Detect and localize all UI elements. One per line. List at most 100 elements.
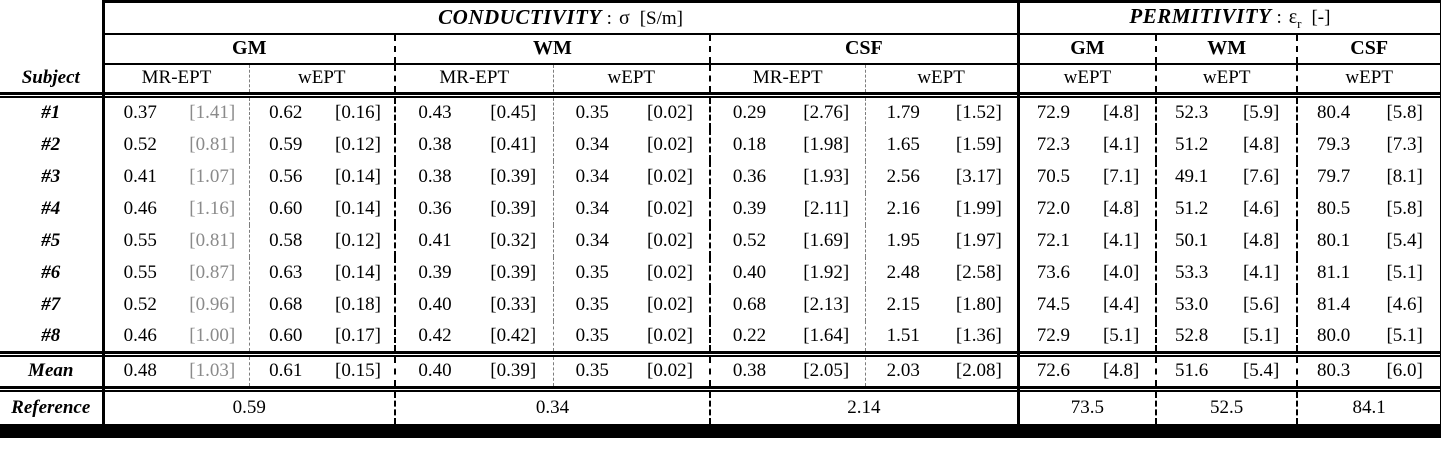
rule-subject-segment: [0, 92, 105, 98]
value-cell: 0.22: [709, 320, 788, 353]
std-cell: [0.16]: [335, 102, 381, 123]
std-cell: [5.8]: [1369, 96, 1441, 129]
value-cell: 2.15: [864, 288, 941, 321]
value-cell: 0.46: [123, 197, 157, 219]
value-cell: 1.79: [864, 96, 941, 129]
value-cell: 0.40: [394, 288, 474, 321]
value-cell: 2.56: [864, 160, 941, 193]
value-cell: 74.5: [1016, 288, 1088, 321]
value-cell: 0.35: [552, 320, 631, 353]
row-label: #6: [0, 256, 105, 289]
reference-wm-perm: 52.5: [1155, 390, 1298, 424]
reference-wm-cond: 0.34: [394, 390, 710, 424]
value-cell: 0.58: [248, 224, 322, 257]
value-cell: 72.1: [1016, 224, 1088, 257]
std-cell: [0.39]: [490, 261, 537, 283]
std-cell: [0.02]: [647, 261, 693, 283]
std-cell: [1.98]: [803, 133, 850, 155]
conductivity-title-cell: CONDUCTIVITY: σ [S/m]: [103, 0, 1019, 35]
std-cell: [4.4]: [1102, 293, 1140, 315]
value-cell: 0.43: [394, 96, 474, 129]
row-label: #8: [0, 320, 105, 353]
value-cell: 80.0: [1296, 320, 1370, 353]
value-cell: 0.36: [709, 160, 788, 193]
conductivity-separator: :: [606, 8, 612, 30]
std-cell: [0.12]: [335, 133, 381, 155]
std-cell: [4.8]: [1102, 102, 1140, 123]
std-cell: [0.02]: [647, 324, 693, 346]
rule-conductivity-segment: [103, 351, 1019, 357]
value-cell: 0.38: [394, 128, 474, 161]
std-cell: [4.8]: [1242, 133, 1280, 155]
value-cell: 0.52: [123, 293, 157, 315]
value-cell: 80.5: [1296, 192, 1370, 225]
std-cell: [1.64]: [803, 324, 850, 346]
value-cell: 0.39: [394, 256, 474, 289]
value-cell: 80.4: [1296, 96, 1370, 129]
value-cell: 0.34: [552, 224, 631, 257]
row-label: #7: [0, 288, 105, 321]
std-cell: [4.6]: [1369, 288, 1441, 321]
method-header-mrept: MR-EPT: [394, 63, 553, 94]
value-cell: 79.3: [1296, 128, 1370, 161]
method-header-wept: wEPT: [864, 63, 1019, 94]
table-header: CONDUCTIVITY: σ [S/m] PERMITIVITY: εr [-] GM…: [0, 0, 1441, 94]
rule-conductivity-segment: [103, 92, 1019, 98]
std-cell: [0.02]: [647, 102, 693, 123]
value-cell: 80.1: [1296, 224, 1370, 257]
value-cell: 53.3: [1155, 256, 1227, 289]
std-cell: [0.39]: [490, 197, 537, 219]
value-cell: 70.5: [1016, 160, 1088, 193]
std-cell: [2.08]: [955, 360, 1002, 382]
std-cell: [1.52]: [955, 102, 1002, 123]
table-row-subject-3: #3 0.41 [1.07] 0.56 [0.14] 0.38 [0.39] 0.34 [0.0…: [0, 160, 1441, 193]
std-cell: [0.81]: [189, 229, 236, 251]
std-cell: [0.14]: [335, 165, 381, 187]
std-cell: [2.58]: [955, 261, 1002, 283]
group-header-wm-cond: WM: [394, 33, 710, 65]
rule-permittivity-segment: [1016, 351, 1441, 357]
value-cell: 0.35: [552, 96, 631, 129]
value-cell: 0.37: [123, 102, 157, 123]
rule-conductivity-segment: [103, 386, 1019, 392]
section-title-row: CONDUCTIVITY: σ [S/m] PERMITIVITY: εr [-]: [0, 0, 1441, 35]
value-cell: 0.52: [123, 133, 157, 155]
table-row-subject-6: #6 0.55 [0.87] 0.63 [0.14] 0.39 [0.39] 0.35 [0.0…: [0, 256, 1441, 289]
value-cell: 1.51: [864, 320, 941, 353]
value-cell: 0.40: [709, 256, 788, 289]
value-cell: 0.60: [248, 320, 322, 353]
epsilon-subscript: r: [1297, 15, 1302, 31]
value-cell: 0.35: [552, 355, 631, 388]
method-header-wept: wEPT: [552, 63, 710, 94]
std-cell: [0.42]: [490, 324, 537, 346]
value-cell: 53.0: [1155, 288, 1227, 321]
bottom-rule-bar: [0, 423, 1441, 438]
std-cell: [1.80]: [955, 293, 1002, 315]
corner-blank-cell: [0, 1, 105, 34]
std-cell: [5.1]: [1369, 320, 1441, 353]
value-cell: 0.46: [123, 324, 157, 346]
value-cell: 0.59: [248, 128, 322, 161]
std-cell: [5.9]: [1242, 102, 1280, 123]
std-cell: [0.41]: [490, 133, 537, 155]
row-label: Mean: [0, 355, 105, 388]
std-cell: [0.18]: [335, 293, 381, 315]
value-cell: 0.34: [552, 128, 631, 161]
conductivity-title: CONDUCTIVITY: [438, 5, 602, 30]
value-cell: 81.1: [1296, 256, 1370, 289]
std-cell: [2.76]: [803, 102, 850, 123]
value-cell: 72.9: [1016, 96, 1088, 129]
std-cell: [1.99]: [955, 197, 1002, 219]
std-cell: [5.6]: [1242, 293, 1280, 315]
std-cell: [1.93]: [803, 165, 850, 187]
std-cell: [0.39]: [490, 360, 537, 382]
value-cell: 73.6: [1016, 256, 1088, 289]
std-cell: [5.8]: [1369, 192, 1441, 225]
std-cell: [0.87]: [189, 261, 236, 283]
std-cell: [0.14]: [335, 197, 381, 219]
table-row-subject-2: #2 0.52 [0.81] 0.59 [0.12] 0.38 [0.41] 0.34 [0.0…: [0, 128, 1441, 161]
value-cell: 0.40: [394, 355, 474, 388]
value-cell: 2.48: [864, 256, 941, 289]
method-header-wept: wEPT: [1016, 63, 1157, 94]
std-cell: [0.02]: [647, 229, 693, 251]
